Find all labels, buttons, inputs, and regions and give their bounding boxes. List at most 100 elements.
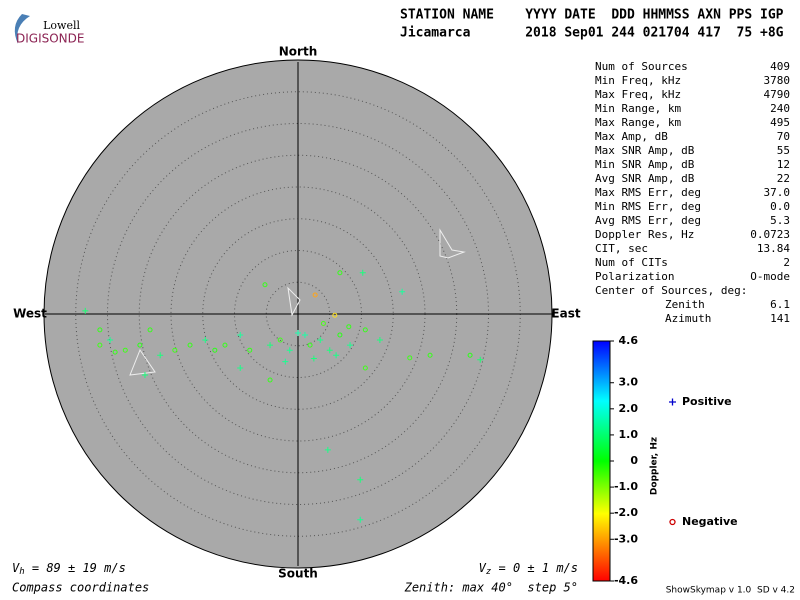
- point-negative: [267, 377, 273, 383]
- colorbar-tick-label: 3.0: [619, 376, 639, 389]
- stat-label: Polarization: [595, 270, 674, 283]
- point-negative: [97, 342, 103, 348]
- stat-label: Max Freq, kHz: [595, 88, 681, 101]
- colorbar-label: Doppler, Hz: [650, 437, 660, 495]
- direction-label: East: [551, 307, 580, 321]
- point-negative: [337, 270, 343, 276]
- point-negative: [427, 352, 433, 358]
- stat-value: 5.3: [770, 214, 790, 227]
- point-positive: [477, 356, 484, 363]
- point-positive: [295, 330, 301, 337]
- stat-label: Avg SNR Amp, dB: [595, 172, 695, 185]
- stat-value: 13.84: [757, 242, 790, 255]
- direction-label: West: [13, 307, 47, 321]
- stat-value: 4790: [764, 88, 791, 101]
- legend-label: Negative: [682, 515, 738, 528]
- stat-value: 6.1: [770, 298, 790, 311]
- point-negative: [147, 327, 153, 333]
- colorbar-tick-label: 2.0: [619, 402, 639, 415]
- stat-value: 141: [770, 312, 790, 325]
- vh-symbol: V: [12, 561, 20, 575]
- point-positive: [107, 337, 114, 344]
- point-positive: [357, 476, 364, 483]
- stat-value: 240: [770, 102, 790, 115]
- colorbar-tick-label: -4.6: [614, 574, 638, 587]
- point-negative: [212, 347, 218, 353]
- direction-label: North: [279, 45, 317, 59]
- point-positive: [359, 269, 366, 276]
- point-positive: [317, 337, 324, 344]
- point-negative: [247, 347, 253, 353]
- point-negative: [320, 321, 326, 327]
- colorbar-tick-label: 0: [630, 454, 638, 467]
- point-negative: [222, 342, 228, 348]
- vh-text: Vh = 89 ± 19 m/s: [12, 561, 126, 577]
- version: ShowSkymap v 1.0 SD v 4.2: [666, 586, 795, 596]
- point-positive: [202, 337, 209, 344]
- stat-value: 0.0: [770, 200, 790, 213]
- point-positive: [376, 337, 383, 344]
- point-negative: [172, 347, 178, 353]
- point-negative: [332, 312, 338, 318]
- point-positive: [324, 446, 331, 453]
- stat-value: 70: [777, 130, 790, 143]
- stat-label: Zenith: [665, 298, 705, 311]
- beam-outline: [129, 348, 156, 376]
- header-line: STATION NAME YYYY DATE DDD HHMMSS AXN PP…: [400, 8, 784, 23]
- stat-label: CIT, sec: [595, 242, 648, 255]
- stat-value: 409: [770, 60, 790, 73]
- point-positive: [141, 371, 148, 378]
- point-positive: [286, 347, 293, 354]
- legend-marker: [669, 518, 676, 526]
- point-negative: [362, 327, 368, 333]
- logo-swoosh: [14, 14, 30, 44]
- point-negative: [346, 324, 352, 330]
- beam-outline: [287, 286, 301, 317]
- legend-marker: [669, 398, 676, 406]
- point-negative: [137, 342, 143, 348]
- point-negative: [312, 292, 318, 298]
- point-positive: [333, 352, 340, 359]
- colorbar-tick-label: 1.0: [619, 428, 639, 441]
- stat-label: Azimuth: [665, 312, 711, 325]
- point-negative: [407, 355, 413, 361]
- colorbar-tick-label: -2.0: [614, 506, 638, 519]
- point-negative: [277, 337, 283, 343]
- point-negative: [187, 342, 193, 348]
- vz-sub: z: [486, 567, 491, 577]
- point-positive: [282, 358, 289, 365]
- point-positive: [82, 307, 89, 314]
- stat-label: Min Range, km: [595, 102, 681, 115]
- stat-value: 22: [777, 172, 790, 185]
- point-negative: [337, 332, 343, 338]
- vz-symbol: V: [479, 561, 487, 575]
- vh-value: = 89 ± 19 m/s: [25, 561, 126, 575]
- point-negative: [112, 349, 118, 355]
- stat-value: 12: [777, 158, 790, 171]
- stat-label: Max SNR Amp, dB: [595, 144, 695, 157]
- stat-label: Min Freq, kHz: [595, 74, 681, 87]
- stat-value: 37.0: [764, 186, 791, 199]
- point-negative: [122, 347, 128, 353]
- vz-text: Vz = 0 ± 1 m/s: [479, 561, 578, 577]
- point-positive: [237, 364, 244, 371]
- point-positive: [310, 355, 317, 362]
- stat-value: 55: [777, 144, 790, 157]
- vh-sub: h: [19, 567, 24, 577]
- stat-value: O-mode: [750, 270, 790, 283]
- stat-label: Num of CITs: [595, 256, 668, 269]
- point-positive: [267, 342, 274, 349]
- stat-label: Max RMS Err, deg: [595, 186, 701, 199]
- stat-section: Center of Sources, deg:: [595, 284, 747, 297]
- colorbar-tick-label: -1.0: [614, 480, 638, 493]
- point-negative: [307, 342, 313, 348]
- logo: Lowell DIGISONDE: [14, 14, 84, 46]
- point-negative: [467, 352, 473, 358]
- point-positive: [357, 516, 364, 523]
- stat-value: 2: [783, 256, 790, 269]
- point-negative: [262, 282, 268, 288]
- point-positive: [399, 288, 406, 295]
- colorbar-tick-label: 4.6: [619, 334, 639, 347]
- stat-label: Max Range, km: [595, 116, 681, 129]
